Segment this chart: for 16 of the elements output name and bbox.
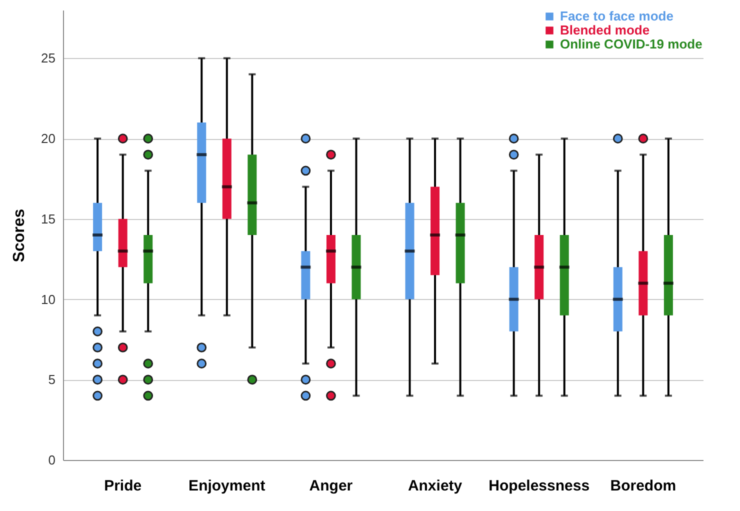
legend-label: Face to face mode <box>560 8 674 24</box>
y-tick-label: 15 <box>41 211 56 226</box>
y-tick-label: 5 <box>48 372 56 388</box>
y-tick-label: 20 <box>41 131 56 146</box>
x-tick-label: Hopelessness <box>488 478 590 494</box>
x-tick-label: Pride <box>104 478 142 494</box>
legend-label: Online COVID-19 mode <box>560 36 702 52</box>
y-axis-title: Scores <box>11 208 28 262</box>
x-tick-label: Boredom <box>610 478 676 494</box>
x-tick-label: Anger <box>309 478 353 494</box>
y-tick-label: 25 <box>41 50 56 66</box>
x-tick-label: Enjoyment <box>188 478 266 494</box>
y-tick-label: 0 <box>48 452 56 468</box>
x-tick-label: Anxiety <box>408 478 463 494</box>
legend-label: Blended mode <box>560 22 650 38</box>
y-tick-label: 10 <box>41 292 56 307</box>
